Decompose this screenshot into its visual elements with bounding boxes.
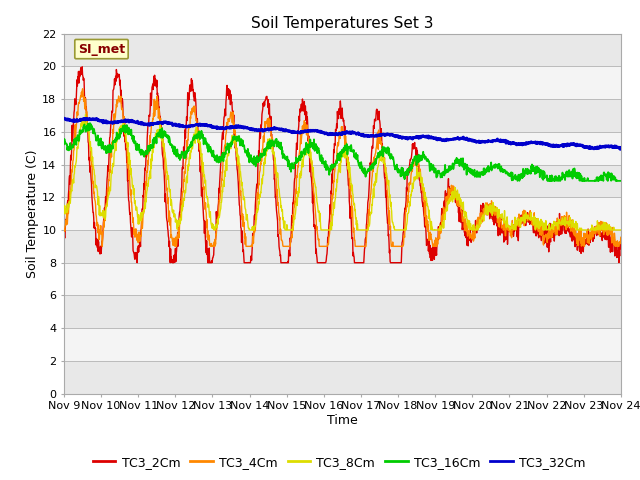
Bar — [64, 230, 621, 263]
Bar — [64, 295, 621, 328]
Bar — [64, 328, 621, 361]
Legend: TC3_2Cm, TC3_4Cm, TC3_8Cm, TC3_16Cm, TC3_32Cm: TC3_2Cm, TC3_4Cm, TC3_8Cm, TC3_16Cm, TC3… — [88, 451, 591, 474]
Bar — [64, 165, 621, 197]
X-axis label: Time: Time — [327, 414, 358, 427]
Text: SI_met: SI_met — [78, 43, 125, 56]
Bar — [64, 263, 621, 295]
Bar — [64, 361, 621, 394]
Bar — [64, 197, 621, 230]
Bar — [64, 132, 621, 165]
Title: Soil Temperatures Set 3: Soil Temperatures Set 3 — [251, 16, 434, 31]
Bar — [64, 66, 621, 99]
Y-axis label: Soil Temperature (C): Soil Temperature (C) — [26, 149, 39, 278]
Bar — [64, 34, 621, 66]
Bar — [64, 99, 621, 132]
